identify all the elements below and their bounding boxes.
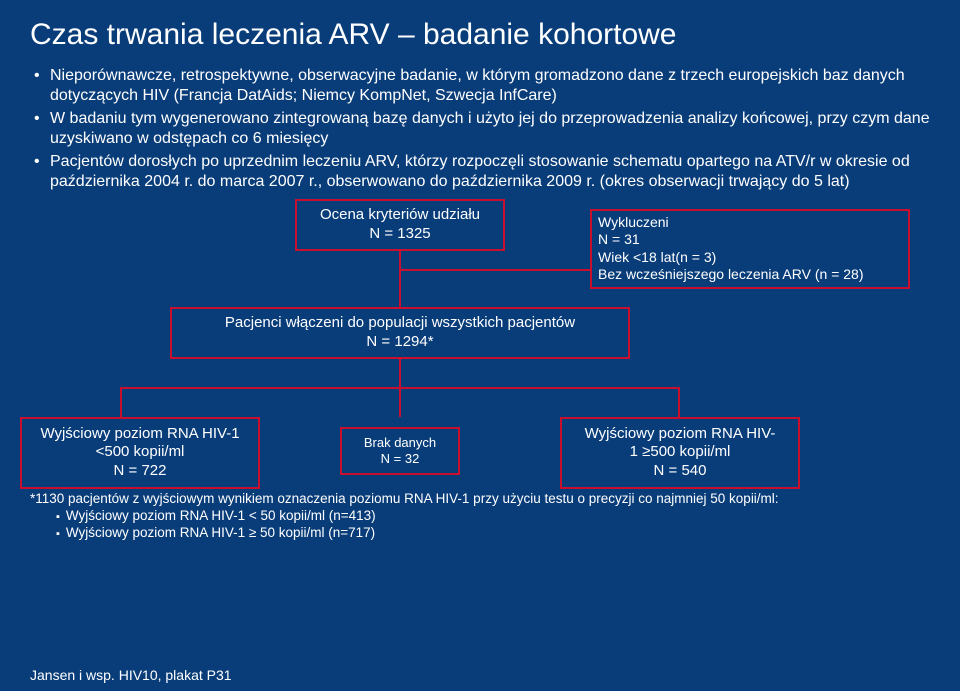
- box-populacja: Pacjenci włączeni do populacji wszystkic…: [170, 307, 630, 359]
- box-text: Wyjściowy poziom RNA HIV-: [585, 425, 776, 444]
- connector: [400, 269, 590, 271]
- box-rna-high: Wyjściowy poziom RNA HIV- 1 ≥500 kopii/m…: [560, 417, 800, 489]
- connector: [399, 251, 401, 307]
- connector: [678, 387, 680, 417]
- footnote-sub: Wyjściowy poziom RNA HIV-1 ≥ 50 kopii/ml…: [30, 525, 930, 542]
- box-text: Pacjenci włączeni do populacji wszystkic…: [225, 314, 575, 333]
- box-rna-low: Wyjściowy poziom RNA HIV-1 <500 kopii/ml…: [20, 417, 260, 489]
- bullet-item: W badaniu tym wygenerowano zintegrowaną …: [30, 109, 930, 150]
- box-text: 1 ≥500 kopii/ml: [630, 443, 731, 462]
- box-ocena: Ocena kryteriów udziału N = 1325: [295, 199, 505, 251]
- connector: [399, 387, 401, 417]
- bullet-item: Pacjentów dorosłych po uprzednim leczeni…: [30, 152, 930, 193]
- footnote-sub: Wyjściowy poziom RNA HIV-1 < 50 kopii/ml…: [30, 508, 930, 525]
- box-text: N = 722: [114, 462, 167, 481]
- box-text: N = 32: [381, 451, 420, 467]
- box-text: Brak danych: [364, 435, 436, 451]
- connector: [399, 359, 401, 389]
- box-text: N = 1294*: [366, 333, 433, 352]
- box-wykluczeni: Wykluczeni N = 31 Wiek <18 lat(n = 3) Be…: [590, 209, 910, 289]
- box-text: Wyjściowy poziom RNA HIV-1: [40, 425, 239, 444]
- box-text: Ocena kryteriów udziału: [320, 206, 480, 225]
- bullet-list: Nieporównawcze, retrospektywne, obserwac…: [30, 66, 930, 193]
- box-text: N = 1325: [369, 225, 430, 244]
- box-text: Wiek <18 lat(n = 3): [598, 249, 716, 267]
- box-text: Bez wcześniejszego leczenia ARV (n = 28): [598, 266, 864, 284]
- box-text: N = 540: [654, 462, 707, 481]
- citation: Jansen i wsp. HIV10, plakat P31: [30, 667, 232, 683]
- slide-title: Czas trwania leczenia ARV – badanie koho…: [30, 18, 930, 52]
- box-brak: Brak danych N = 32: [340, 427, 460, 475]
- bullet-item: Nieporównawcze, retrospektywne, obserwac…: [30, 66, 930, 107]
- box-text: Wykluczeni: [598, 214, 669, 232]
- box-text: N = 31: [598, 231, 640, 249]
- footnote: *1130 pacjentów z wyjściowym wynikiem oz…: [30, 491, 930, 542]
- footnote-main: *1130 pacjentów z wyjściowym wynikiem oz…: [30, 491, 930, 508]
- flow-diagram: Ocena kryteriów udziału N = 1325 Wyklucz…: [30, 199, 930, 599]
- connector: [120, 387, 122, 417]
- box-text: <500 kopii/ml: [96, 443, 185, 462]
